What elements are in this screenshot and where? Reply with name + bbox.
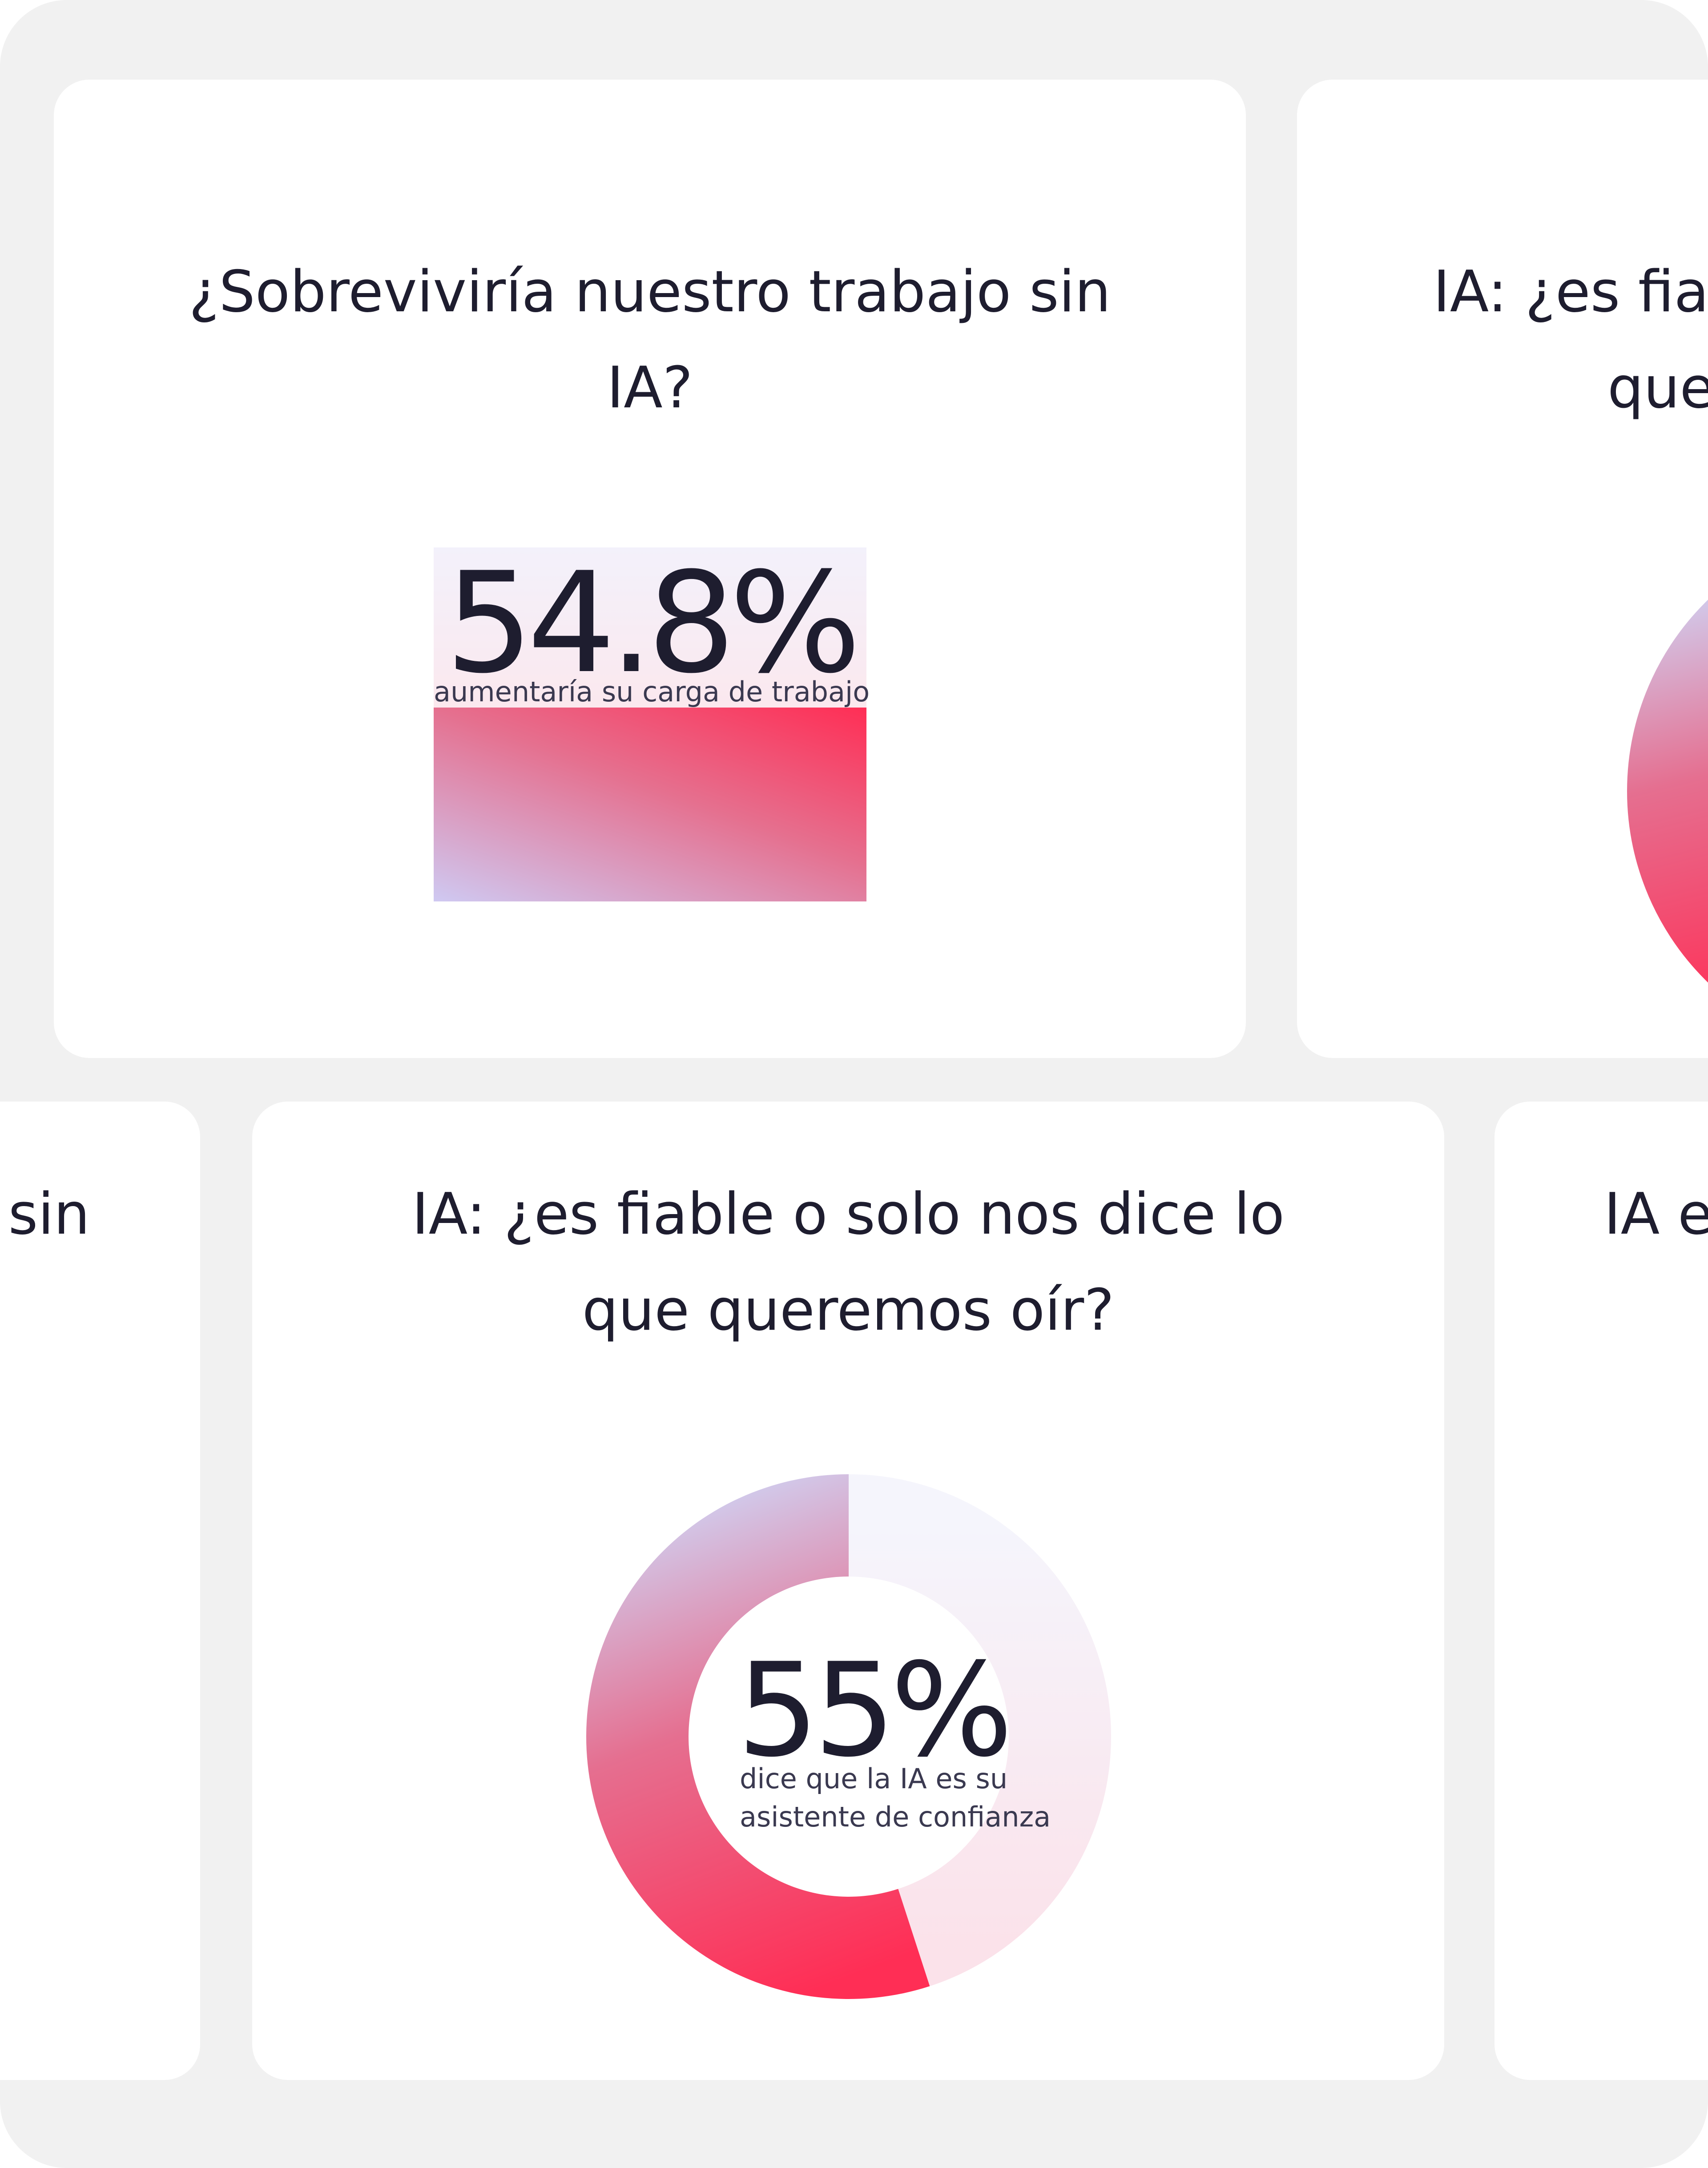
stat-value: 54.8% [434,556,866,690]
card-title-line2: que [1607,340,1708,436]
donut-ring [1680,578,1708,1005]
stat-caption: dice que la IA es su asistente de confia… [740,1760,1051,1836]
card-title-line1: IA: ¿es fia [1433,244,1708,340]
card-title-tail: sin [8,1166,200,1263]
stat-card-workload-left[interactable]: sin [0,1102,200,2080]
stat-card-trust-top[interactable]: IA: ¿es fia que [1297,80,1708,1058]
bar-fill [434,708,866,901]
stat-card-workload[interactable]: ¿Sobreviviría nuestro trabajo sin IA? 54… [54,80,1246,1058]
stat-value: 55% [737,1646,1008,1775]
card-title: IA: ¿es fiable o solo nos dice lo que qu… [252,1166,1444,1359]
bar-stat-chart: 54.8% aumentaría su carga de trabajo [434,547,866,901]
card-title: ¿Sobreviviría nuestro trabajo sin IA? [54,244,1246,436]
stat-card-trust[interactable]: IA: ¿es fiable o solo nos dice lo que qu… [252,1102,1444,2080]
stat-card-partial-right[interactable]: IA e [1494,1102,1708,2080]
card-title-partial: IA e [1604,1166,1708,1263]
stat-caption: aumentaría su carga de trabajo [434,674,866,710]
donut-chart-partial [1627,524,1708,1058]
